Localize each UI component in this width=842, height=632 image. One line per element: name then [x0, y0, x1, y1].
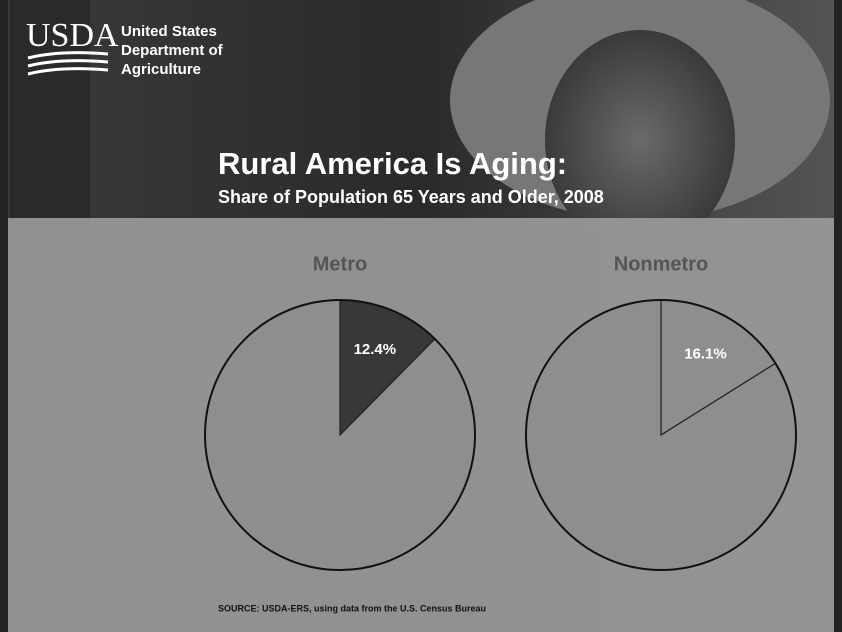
edge	[834, 0, 842, 632]
logo-name: Department of	[121, 42, 224, 59]
pie-outline	[204, 299, 476, 571]
data-label: 16.1%	[684, 346, 727, 363]
pie-title: Metro	[313, 253, 367, 275]
source: SOURCE: USDA-ERS, using data from the U.…	[218, 603, 486, 613]
face	[545, 30, 735, 250]
logo-mark: USDA	[26, 17, 119, 54]
data-label: 12.4%	[354, 341, 397, 358]
pie-title: Nonmetro	[614, 253, 708, 275]
logo-name: Agriculture	[121, 61, 201, 78]
edge	[0, 0, 8, 632]
logo-swoosh	[27, 51, 109, 76]
title: Rural America Is Aging:	[218, 146, 567, 181]
pie-outline	[525, 299, 797, 571]
subtitle: Share of Population 65 Years and Older, …	[218, 187, 604, 207]
logo-name: United States	[121, 23, 217, 40]
pie-slice	[204, 299, 476, 571]
